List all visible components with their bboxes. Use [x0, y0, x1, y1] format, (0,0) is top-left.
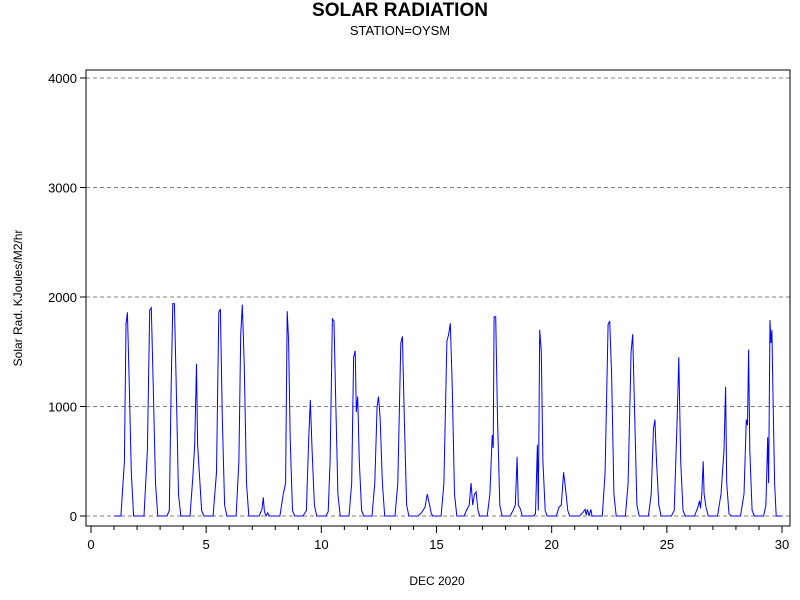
- chart-title: SOLAR RADIATION: [312, 0, 488, 21]
- series-line: [114, 303, 782, 518]
- x-axis-title: DEC 2020: [409, 574, 465, 588]
- y-axis-title: Solar Rad. KJoules/M2/hr: [11, 230, 25, 367]
- x-tick-label: 20: [544, 537, 558, 552]
- x-tick-label: 30: [775, 537, 789, 552]
- y-tick-label: 3000: [48, 181, 77, 196]
- y-axis: 0 1000 2000 3000 4000: [48, 71, 86, 524]
- y-tick-label: 2000: [48, 290, 77, 305]
- x-tick-label: 10: [314, 537, 328, 552]
- x-tick-label: 25: [660, 537, 674, 552]
- x-axis: 0 5 10 15 20 25 30: [87, 526, 789, 552]
- gridlines: [86, 77, 790, 517]
- y-tick-label: 1000: [48, 400, 77, 415]
- x-tick-label: 15: [429, 537, 443, 552]
- x-tick-label: 5: [203, 537, 210, 552]
- y-tick-label: 4000: [48, 71, 77, 86]
- plot-frame: [85, 69, 791, 527]
- chart-subtitle: STATION=OYSM: [349, 23, 451, 38]
- x-tick-label: 0: [87, 537, 94, 552]
- y-tick-label: 0: [70, 509, 77, 524]
